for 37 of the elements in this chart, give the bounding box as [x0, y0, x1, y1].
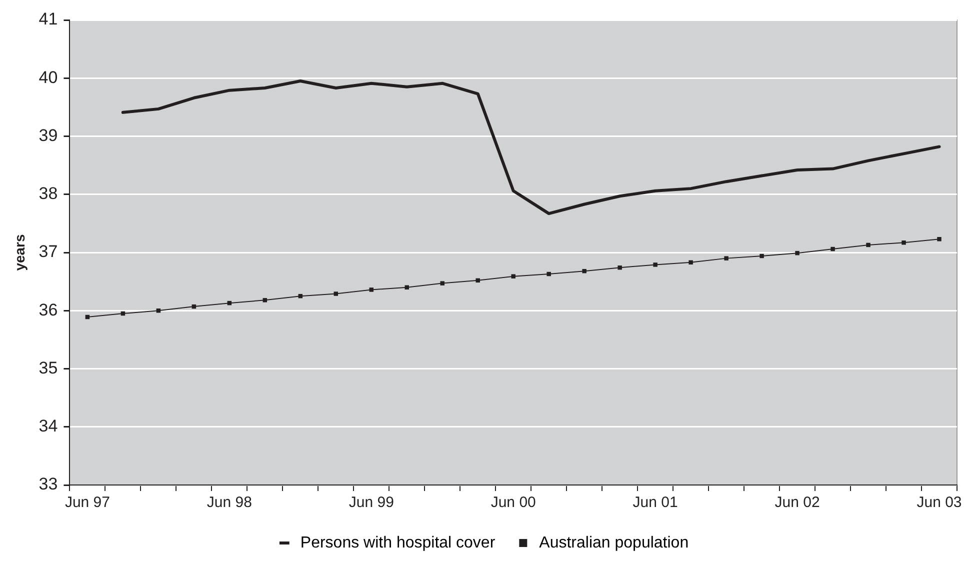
point: [760, 254, 764, 258]
point: [546, 272, 551, 276]
point: [653, 262, 658, 267]
point: [582, 268, 586, 274]
y-tick-label: 33: [38, 474, 58, 494]
point: [866, 242, 870, 248]
y-tick-label: 40: [38, 68, 58, 87]
point: [334, 292, 338, 296]
y-tick-label: 38: [38, 184, 58, 204]
x-tick-label: Jun 02: [774, 494, 820, 512]
x-tick-label: Jun 99: [348, 494, 394, 512]
y-tick-label: 34: [38, 416, 58, 436]
legend-label: Persons with hospital cover: [300, 534, 496, 552]
point: [937, 237, 942, 242]
y-tick-label: 35: [38, 358, 58, 378]
x-tick-label: Jun 97: [64, 494, 110, 512]
point: [688, 260, 693, 265]
point: [476, 278, 480, 283]
point: [795, 250, 800, 256]
point: [830, 246, 835, 252]
x-tick-label: Jun 01: [632, 494, 678, 512]
point: [262, 298, 268, 302]
point: [369, 288, 374, 292]
y-axis-title: years: [11, 234, 28, 271]
point: [440, 281, 444, 286]
x-tick-label: Jun 98: [206, 494, 252, 512]
y-tick-label: 36: [38, 300, 58, 320]
x-tick-label: Jun 00: [490, 494, 536, 512]
point: [902, 240, 906, 245]
point: [724, 256, 728, 260]
y-tick-label: 41: [38, 10, 58, 29]
point: [511, 274, 516, 278]
legend-label: Australian population: [539, 534, 689, 552]
y-tick-label: 37: [38, 242, 58, 262]
y-tick-label: 39: [38, 126, 58, 145]
x-tick-label: Jun 03: [916, 494, 962, 512]
point: [618, 265, 622, 270]
